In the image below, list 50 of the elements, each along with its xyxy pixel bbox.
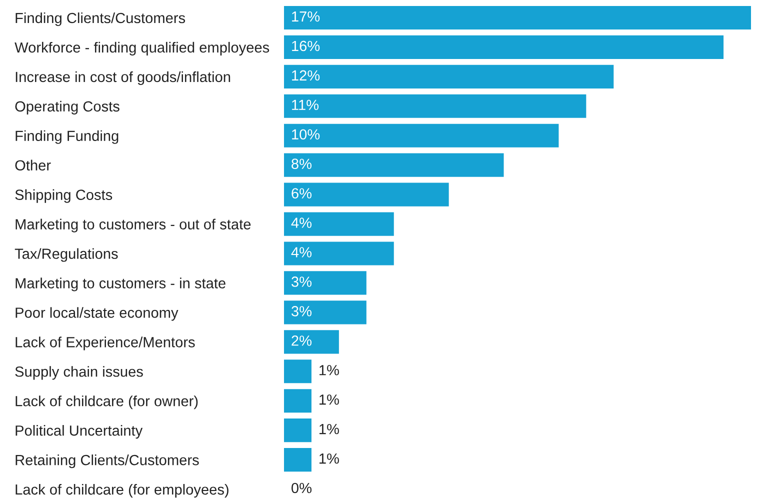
data-label: 10%	[292, 129, 320, 140]
data-label: 1%	[320, 424, 339, 434]
data-label: 16%	[292, 40, 320, 52]
data-label: 11%	[292, 100, 319, 110]
y-tick-label: Marketing to customers - in state	[16, 278, 226, 292]
y-tick-label: Political Uncertainty	[16, 425, 143, 439]
data-label: 3%	[292, 276, 312, 287]
y-tick-label: Other	[15, 160, 51, 171]
y-tick-label: Lack of childcare (for owner)	[16, 396, 198, 410]
bar	[284, 64, 614, 88]
bar	[284, 124, 559, 148]
bar	[284, 360, 312, 384]
bar	[284, 418, 312, 442]
y-tick-label: Marketing to customers - out of state	[16, 218, 251, 232]
bar	[284, 448, 312, 472]
bar	[284, 242, 394, 266]
data-label: 1%	[320, 453, 339, 464]
y-tick-label: Finding Clients/Customers	[16, 12, 186, 26]
data-label: 1%	[320, 365, 339, 376]
bar	[284, 35, 724, 59]
bar	[284, 330, 339, 354]
bar	[284, 389, 312, 413]
data-label: 0%	[292, 482, 312, 494]
data-label: 8%	[292, 158, 312, 170]
y-tick-label: Workforce - finding qualified employees	[14, 42, 270, 56]
y-tick-label: Tax/Regulations	[14, 248, 118, 262]
data-label: 1%	[320, 394, 339, 405]
bar	[284, 212, 394, 236]
data-label: 4%	[291, 247, 312, 258]
bar	[284, 94, 586, 118]
y-tick-label: Lack of childcare (for employees)	[16, 484, 228, 498]
bar	[284, 271, 366, 295]
data-label: 4%	[291, 218, 312, 228]
y-tick-label: Finding Funding	[16, 130, 118, 144]
data-label: 12%	[292, 70, 320, 81]
y-tick-label: Retaining Clients/Customers	[16, 454, 199, 468]
bar	[284, 153, 504, 177]
y-tick-label: Increase in cost of goods/inflation	[16, 71, 230, 85]
y-tick-label: Lack of Experience/Mentors	[16, 336, 195, 350]
data-label: 6%	[292, 188, 312, 198]
data-label: 17%	[292, 11, 320, 22]
y-tick-label: Shipping Costs	[15, 189, 112, 203]
y-tick-label: Supply chain issues	[15, 366, 143, 380]
bar	[284, 6, 751, 30]
y-tick-label: Operating Costs	[15, 100, 120, 114]
y-tick-label: Poor local/state economy	[16, 307, 178, 321]
data-label: 3%	[292, 306, 312, 316]
data-label: 2%	[292, 336, 312, 346]
bar	[284, 182, 449, 206]
bar	[284, 300, 366, 324]
